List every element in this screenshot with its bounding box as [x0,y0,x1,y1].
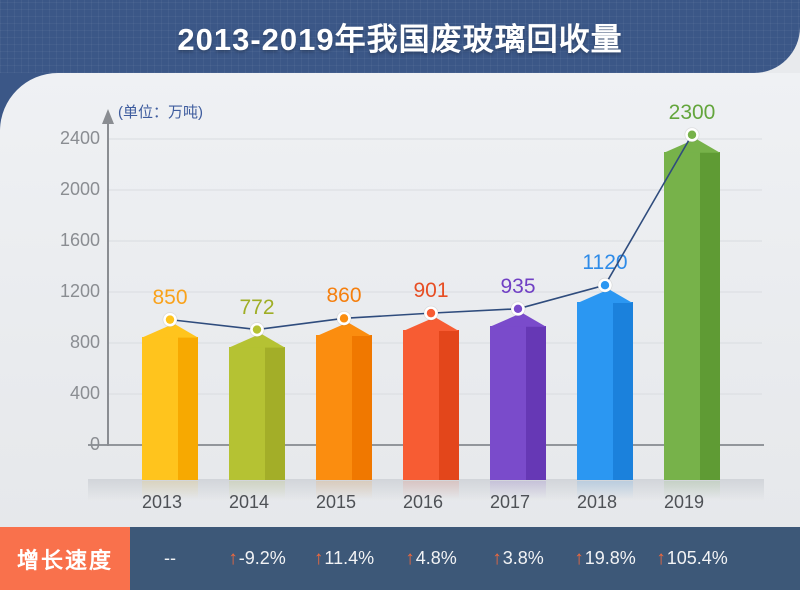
bar-2017-top [490,312,546,327]
bar-2016-reflection [403,481,459,499]
bar-2018-front [577,302,613,480]
bar-2014-side [265,346,285,480]
bar-2017-front [490,325,526,480]
y-tick-400: 400 [69,383,100,403]
bar-2018-side [613,302,633,480]
bar-2013-front [142,336,178,480]
bar-2013-top [142,323,198,338]
growth-value: -- [164,548,176,568]
x-tick-2016: 2016 [402,492,444,512]
up-arrow-icon: ↑ [574,547,584,569]
y-tick-1200: 1200 [59,281,100,301]
bar-2015-reflection [316,481,372,499]
floor-shadow [88,479,764,501]
value-label-2017: 935 [500,274,536,298]
bar-2014-top [229,333,285,348]
up-arrow-icon: ↑ [228,547,238,569]
x-tick-2014: 2014 [228,492,270,512]
y-axis-unit-label: (单位：万吨) [118,104,203,121]
growth-value: 4.8% [415,548,457,568]
growth-value: 3.8% [502,548,544,568]
value-label-2015: 860 [326,284,362,308]
bar-2017-side [526,325,546,480]
growth-cell-2017: ↑ 3.8% [470,527,566,590]
up-arrow-icon: ↑ [405,547,415,569]
x-tick-2017: 2017 [489,492,531,512]
bar-2013-side [178,336,198,480]
y-tick-1600: 1600 [59,230,100,250]
bar-2019-side [700,151,720,480]
growth-rate-label: 增长速度 [16,547,113,573]
bar-2013-reflection [142,481,198,499]
value-label-2013: 850 [152,285,188,309]
bar-2018-top [577,289,633,304]
bar-2015-top [316,322,372,337]
bar-2016-side [439,330,459,480]
up-arrow-icon: ↑ [313,547,324,569]
bar-2014-reflection [229,481,285,499]
value-label-2018: 1120 [582,251,628,275]
bar-2017-reflection [490,481,546,499]
y-tick-2000: 2000 [59,179,100,199]
growth-cell-2016: ↑ 4.8% [383,527,479,590]
growth-cell-2018: ↑ 19.8% [557,527,653,590]
value-label-2016: 901 [413,279,449,303]
growth-value: 19.8% [584,548,636,568]
bar-2018-reflection [577,481,633,499]
growth-rate-label-block: 增长速度 [0,527,130,590]
bar-2019-reflection [664,481,720,499]
growth-cell-2014: ↑ -9.2% [209,527,305,590]
value-label-2014: 772 [239,295,275,319]
growth-value: 11.4% [324,548,375,568]
bar-2014-front [229,346,265,480]
growth-cell-2019: ↑ 105.4% [644,527,740,590]
growth-cell-2015: ↑ 11.4% [296,527,392,590]
value-label-2019: 2300 [668,100,716,124]
x-tick-2013: 2013 [141,492,183,512]
up-arrow-icon: ↑ [656,547,666,569]
y-tick-800: 800 [69,332,100,352]
up-arrow-icon: ↑ [492,547,502,569]
x-tick-2018: 2018 [576,492,618,512]
bar-2016-top [403,317,459,332]
growth-rate-row: 增长速度 -- ↑ -9.2% ↑ 11.4% ↑ 4.8% ↑ 3.8% ↑ 19.8% ↑ 105.… [0,527,800,590]
x-tick-2015: 2015 [315,492,357,512]
y-tick-2400: 2400 [59,128,100,148]
bar-2015-front [316,335,352,480]
page-header: 2013-2019年我国废玻璃回收量 [0,0,800,73]
growth-value: 105.4% [666,548,728,568]
x-tick-2019: 2019 [663,492,705,512]
growth-cell-2013: -- [122,527,218,590]
page-title: 2013-2019年我国废玻璃回收量 [177,22,623,57]
growth-value: -9.2% [238,548,286,568]
bar-2015-side [352,335,372,480]
bar-2019-front [664,151,700,480]
bar-2019-top [664,138,720,153]
bar-2016-front [403,330,439,480]
